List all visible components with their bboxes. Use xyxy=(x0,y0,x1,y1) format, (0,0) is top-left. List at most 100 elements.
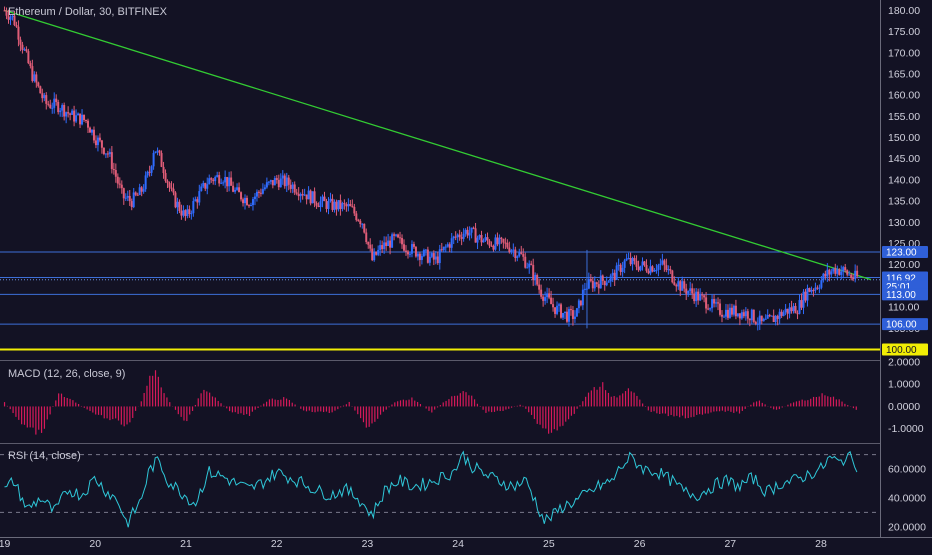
candle-body[interactable] xyxy=(401,237,404,245)
candle-body[interactable] xyxy=(156,150,159,152)
candle-body[interactable] xyxy=(544,297,547,301)
candle-body[interactable] xyxy=(440,249,443,251)
candle-body[interactable] xyxy=(357,219,360,221)
candle-body[interactable] xyxy=(393,234,396,236)
candle-body[interactable] xyxy=(341,203,344,209)
candle-body[interactable] xyxy=(361,223,364,225)
candle-body[interactable] xyxy=(438,249,441,264)
candle-body[interactable] xyxy=(47,103,50,105)
candle-body[interactable] xyxy=(94,140,97,146)
candle-body[interactable] xyxy=(548,293,551,298)
candle-body[interactable] xyxy=(446,244,449,247)
candle-body[interactable] xyxy=(379,245,382,250)
candle-body[interactable] xyxy=(778,311,781,319)
candle-body[interactable] xyxy=(104,153,107,155)
candle-body[interactable] xyxy=(375,251,378,255)
candle-body[interactable] xyxy=(69,113,72,115)
candle-body[interactable] xyxy=(699,294,702,301)
candle-body[interactable] xyxy=(164,173,167,181)
candle-body[interactable] xyxy=(738,313,741,319)
candle-body[interactable] xyxy=(273,178,276,186)
candle-body[interactable] xyxy=(840,271,843,275)
candle-body[interactable] xyxy=(556,305,559,314)
candle-body[interactable] xyxy=(510,250,513,253)
candle-body[interactable] xyxy=(637,266,640,271)
candle-body[interactable] xyxy=(363,223,366,233)
candle-body[interactable] xyxy=(601,275,604,281)
candle-body[interactable] xyxy=(279,178,282,188)
candle-body[interactable] xyxy=(51,107,54,109)
candle-body[interactable] xyxy=(190,213,193,215)
candle-body[interactable] xyxy=(518,252,521,257)
candle-body[interactable] xyxy=(73,110,76,122)
candle-body[interactable] xyxy=(671,270,674,283)
candle-body[interactable] xyxy=(713,299,716,304)
candle-body[interactable] xyxy=(770,315,773,317)
candle-body[interactable] xyxy=(730,307,733,315)
candle-body[interactable] xyxy=(124,197,127,199)
candle-body[interactable] xyxy=(482,240,485,243)
candle-body[interactable] xyxy=(65,112,68,117)
candle-body[interactable] xyxy=(470,227,473,233)
candle-body[interactable] xyxy=(774,315,777,323)
candle-body[interactable] xyxy=(230,177,233,186)
candle-body[interactable] xyxy=(466,229,469,236)
candle-body[interactable] xyxy=(242,199,245,204)
candle-body[interactable] xyxy=(540,289,543,297)
candle-body[interactable] xyxy=(828,269,831,275)
candle-body[interactable] xyxy=(583,288,586,290)
candle-body[interactable] xyxy=(581,289,584,306)
candle-body[interactable] xyxy=(484,237,487,241)
candle-body[interactable] xyxy=(71,110,74,115)
candle-body[interactable] xyxy=(850,274,853,279)
candle-body[interactable] xyxy=(75,115,78,122)
candle-body[interactable] xyxy=(168,183,171,188)
candle-body[interactable] xyxy=(691,288,694,294)
candle-body[interactable] xyxy=(381,245,384,250)
candle-body[interactable] xyxy=(812,289,815,291)
candle-body[interactable] xyxy=(110,152,113,169)
candle-body[interactable] xyxy=(647,270,650,274)
candle-body[interactable] xyxy=(673,282,676,285)
candle-body[interactable] xyxy=(198,191,201,203)
candle-body[interactable] xyxy=(760,315,763,322)
candle-body[interactable] xyxy=(709,308,712,310)
candle-body[interactable] xyxy=(794,305,797,314)
candle-body[interactable] xyxy=(593,282,596,289)
candle-body[interactable] xyxy=(53,98,56,108)
candle-body[interactable] xyxy=(516,256,519,258)
candle-body[interactable] xyxy=(693,293,696,302)
candle-body[interactable] xyxy=(291,184,294,189)
candle-body[interactable] xyxy=(144,175,147,190)
candle-body[interactable] xyxy=(265,182,268,188)
candle-body[interactable] xyxy=(102,147,105,154)
candle-body[interactable] xyxy=(550,297,553,305)
candle-body[interactable] xyxy=(792,305,795,312)
candle-body[interactable] xyxy=(200,186,203,192)
candle-body[interactable] xyxy=(627,258,630,260)
candle-body[interactable] xyxy=(184,210,187,217)
candle-body[interactable] xyxy=(77,113,80,116)
candle-body[interactable] xyxy=(307,190,310,200)
candle-body[interactable] xyxy=(220,182,223,184)
candle-body[interactable] xyxy=(621,267,624,272)
candle-body[interactable] xyxy=(454,236,457,238)
candle-body[interactable] xyxy=(552,304,555,308)
candle-body[interactable] xyxy=(244,197,247,204)
candle-body[interactable] xyxy=(452,236,455,239)
candle-body[interactable] xyxy=(21,44,24,50)
candle-body[interactable] xyxy=(536,275,539,285)
candle-body[interactable] xyxy=(573,316,576,319)
candle-body[interactable] xyxy=(331,198,334,210)
candle-body[interactable] xyxy=(232,185,235,192)
candle-body[interactable] xyxy=(412,244,415,247)
candle-body[interactable] xyxy=(154,151,157,153)
candle-body[interactable] xyxy=(335,201,338,210)
candle-body[interactable] xyxy=(611,272,614,276)
candle-body[interactable] xyxy=(3,10,6,12)
rsi-line[interactable] xyxy=(4,450,858,528)
candle-body[interactable] xyxy=(126,195,129,198)
candle-body[interactable] xyxy=(150,166,153,173)
candle-body[interactable] xyxy=(347,203,350,207)
